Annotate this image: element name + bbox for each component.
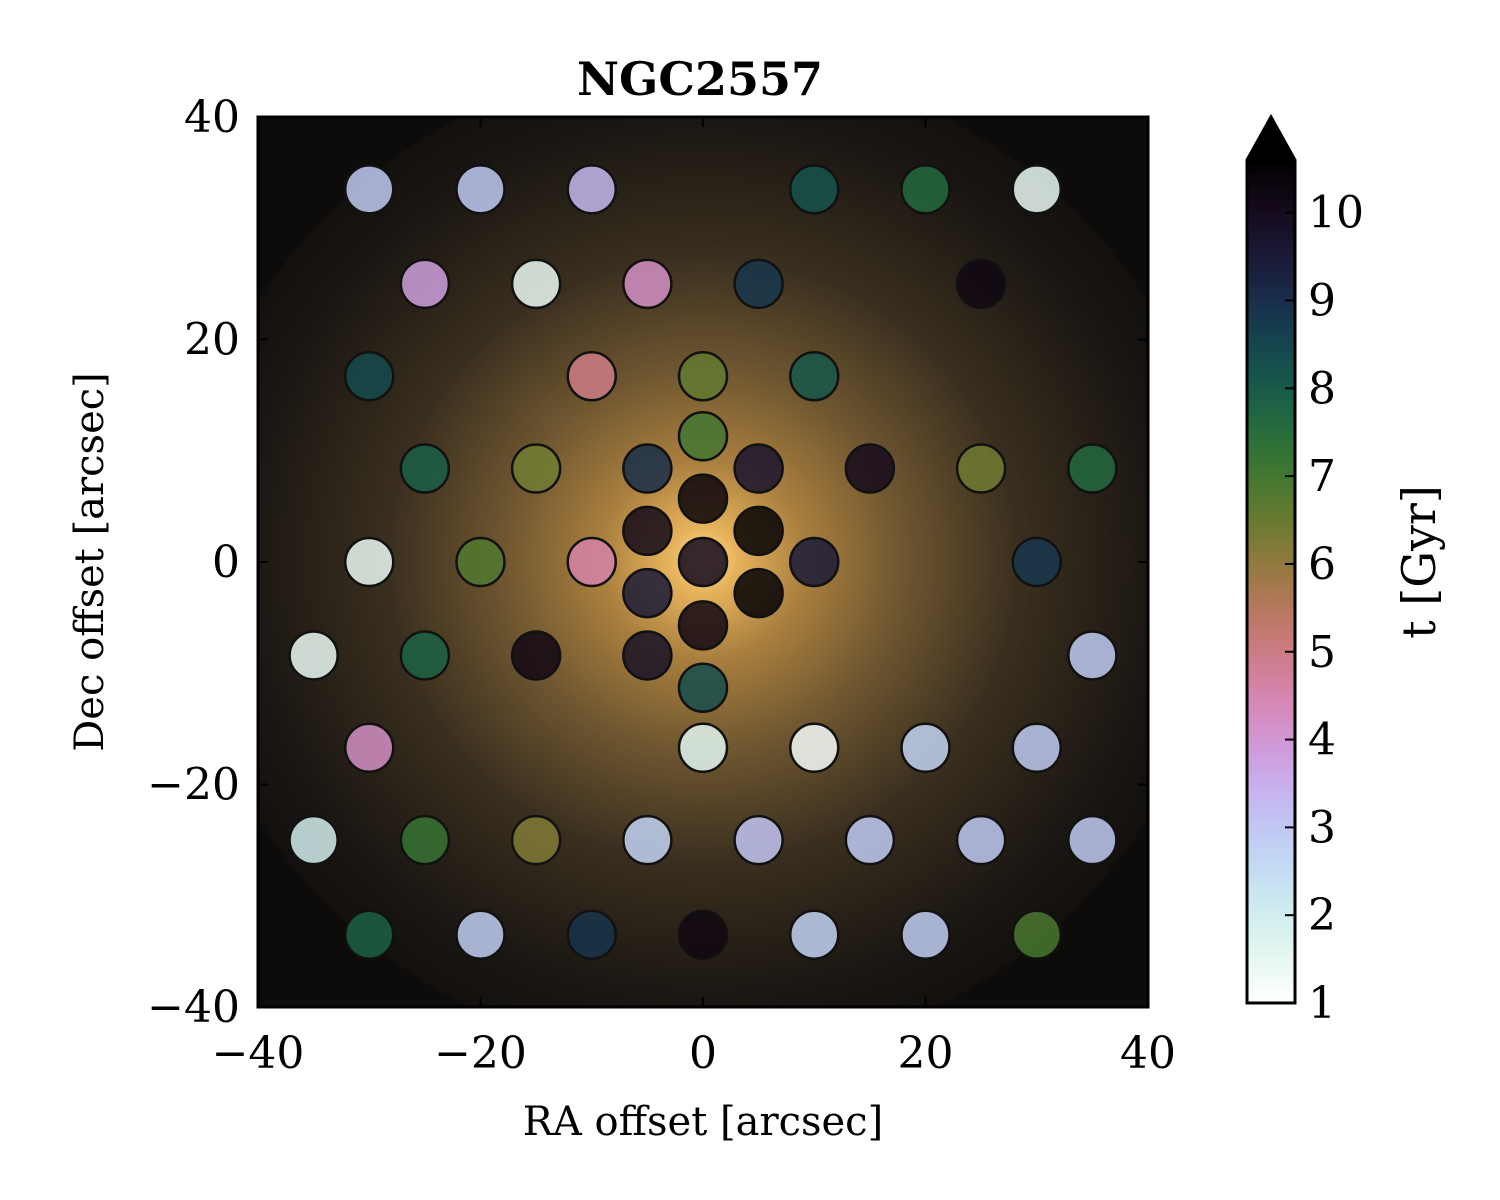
data-point	[622, 567, 673, 619]
data-point	[344, 350, 395, 402]
colorbar-tick-label: 6	[1308, 539, 1336, 590]
data-point	[677, 350, 729, 402]
data-point	[677, 473, 729, 524]
data-point	[900, 909, 951, 960]
y-tick-label: 0	[212, 537, 240, 588]
data-point	[455, 909, 506, 960]
x-tick-label: 20	[898, 1028, 954, 1079]
data-point	[955, 814, 1007, 866]
data-point	[733, 814, 784, 866]
y-tick-label: 40	[184, 92, 240, 143]
data-point	[288, 814, 339, 866]
chart-title: NGC2557	[577, 52, 823, 106]
colorbar-tick-label: 4	[1308, 715, 1336, 766]
data-point	[789, 536, 840, 588]
data-point	[622, 505, 673, 557]
data-point	[455, 164, 506, 215]
plot-area	[256, 115, 1150, 1009]
data-point	[677, 909, 729, 960]
data-point	[566, 909, 617, 960]
data-point	[789, 722, 840, 774]
colorbar-extend-arrow	[1245, 114, 1297, 161]
data-point	[733, 258, 784, 310]
x-tick-label: 0	[689, 1028, 717, 1079]
x-tick-labels: −40 −20 0 20 40	[212, 1028, 1176, 1079]
data-point	[566, 350, 617, 402]
y-tick-label: −40	[147, 982, 240, 1033]
colorbar: 1 2 3 4 5 6 7 8 9 10 t [Gyr]	[1245, 113, 1446, 1029]
colorbar-tick-label: 2	[1308, 890, 1336, 941]
data-point	[344, 164, 395, 215]
data-point	[900, 722, 951, 774]
data-point	[677, 536, 729, 588]
data-point	[510, 630, 562, 681]
data-point	[677, 411, 729, 462]
data-point	[1067, 443, 1118, 494]
data-point	[844, 443, 896, 494]
data-point	[399, 630, 451, 681]
colorbar-tick-label: 7	[1308, 451, 1336, 502]
data-points	[288, 164, 1118, 960]
y-axis-label: Dec offset [arcsec]	[67, 372, 113, 752]
colorbar-label: t [Gyr]	[1392, 485, 1446, 639]
x-axis-label: RA offset [arcsec]	[523, 1099, 883, 1145]
data-point	[344, 722, 395, 774]
data-point	[677, 662, 729, 713]
colorbar-tick-label: 1	[1308, 978, 1336, 1029]
x-tick-label: −40	[212, 1028, 305, 1079]
data-point	[288, 630, 339, 681]
data-point	[622, 630, 673, 681]
data-point	[1011, 164, 1062, 215]
data-point	[344, 536, 395, 588]
data-point	[566, 164, 617, 215]
data-point	[789, 350, 840, 402]
data-point	[510, 443, 562, 494]
data-point	[677, 722, 729, 774]
data-point	[900, 164, 951, 215]
data-point	[733, 567, 784, 619]
data-point	[399, 443, 451, 494]
y-tick-labels: −40 −20 0 20 40	[147, 92, 240, 1033]
data-point	[1011, 536, 1062, 588]
data-point	[510, 814, 562, 866]
data-point	[733, 443, 784, 494]
data-point	[789, 164, 840, 215]
y-tick-label: 20	[184, 315, 240, 366]
colorbar-tick-label: 3	[1308, 802, 1336, 853]
data-point	[399, 258, 451, 310]
colorbar-tick-label: 8	[1308, 363, 1336, 414]
data-point	[344, 909, 395, 960]
colorbar-tick-label: 10	[1308, 188, 1364, 239]
x-tick-label: −20	[434, 1028, 527, 1079]
colorbar-ticks: 1 2 3 4 5 6 7 8 9 10	[1285, 188, 1364, 1029]
colorbar-tick-label: 5	[1308, 627, 1336, 678]
data-point	[733, 505, 784, 557]
colorbar-tick-label: 9	[1308, 276, 1336, 327]
data-point	[844, 814, 896, 866]
colorbar-bar	[1247, 160, 1295, 1003]
data-point	[510, 258, 562, 310]
y-tick-label: −20	[147, 760, 240, 811]
data-point	[1067, 630, 1118, 681]
data-point	[677, 600, 729, 651]
data-point	[622, 814, 673, 866]
axis-ticks	[257, 116, 1149, 1008]
data-point	[622, 258, 673, 310]
data-point	[399, 814, 451, 866]
x-tick-label: 40	[1120, 1028, 1176, 1079]
data-point	[955, 443, 1007, 494]
data-point	[622, 443, 673, 494]
data-point	[1011, 909, 1062, 960]
data-point	[455, 536, 506, 588]
data-point	[566, 536, 617, 588]
data-point	[789, 909, 840, 960]
data-point	[1011, 722, 1062, 774]
data-point	[955, 258, 1007, 310]
data-point	[1067, 814, 1118, 866]
